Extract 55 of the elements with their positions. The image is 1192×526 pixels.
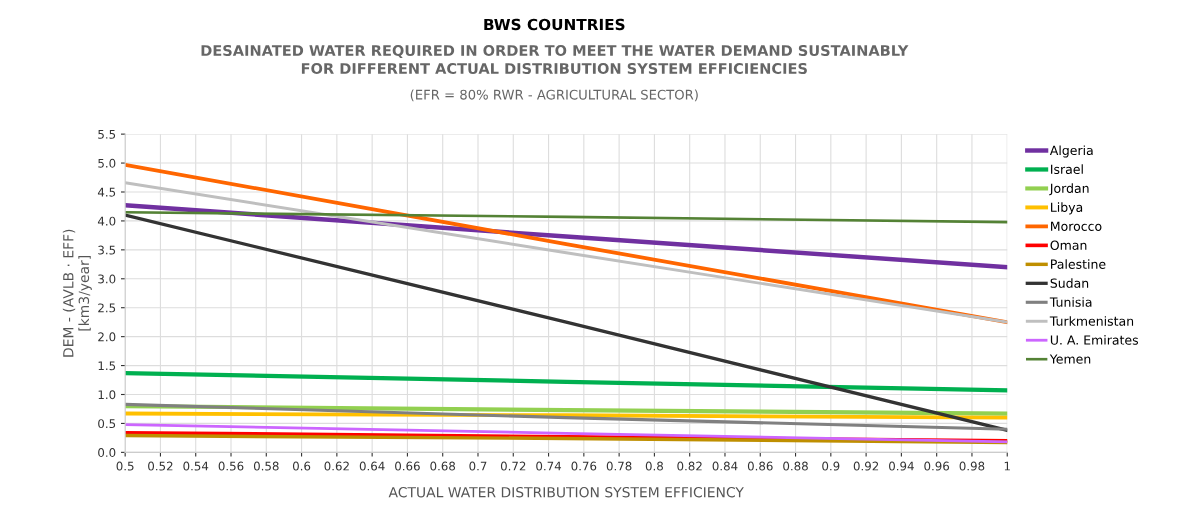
x-tick-label: 0.64: [359, 461, 385, 471]
legend-label: Palestine: [1051, 259, 1106, 269]
x-tick-label: 0.68: [430, 461, 456, 471]
x-tick-label: 0.98: [959, 461, 985, 471]
chart-title: BWS COUNTRIES: [484, 18, 625, 31]
y-tick-label: 2.5: [98, 303, 116, 313]
x-axis-title: ACTUAL WATER DISTRIBUTION SYSTEM EFFICIENCY: [388, 486, 744, 498]
x-tick-label: 0.8: [645, 461, 663, 471]
x-tick-label: 0.76: [571, 461, 597, 471]
x-tick-label: 0.6: [292, 461, 311, 471]
x-tick-label: 0.92: [853, 461, 879, 471]
y-tick-label: 5.5: [98, 130, 116, 139]
text: (EFR = 80% RWR - AGRICULTURAL SECTOR): [410, 89, 698, 102]
y-tick-label: 1.5: [98, 361, 116, 371]
x-tick-label: 1: [1004, 461, 1010, 471]
y-axis-title: DEM - (AVLB · EFF) [km3/year]: [62, 229, 92, 357]
x-tick-label: 0.56: [218, 461, 244, 471]
x-tick-label: 0.88: [783, 461, 808, 471]
y-tick-label: 4.0: [97, 216, 116, 226]
x-tick-label: 0.94: [889, 461, 914, 471]
x-tick-label: 0.86: [747, 461, 773, 471]
x-tick-label: 0.96: [924, 461, 950, 471]
x-tick-label: 0.82: [677, 461, 702, 471]
x-tick-label: 0.9: [822, 461, 840, 471]
legend-label: Oman: [1050, 240, 1087, 250]
chart-subtitle: DESAINATED WATER REQUIRED IN ORDER TO MEET THE WATER DEMAND SUSTAINABLY FOR DIFFERENT ACTUAL DISTRIBUTION SYSTEM EFFICIENCIES: [201, 44, 909, 74]
y-tick-label: 2.0: [98, 332, 116, 342]
legend-label: Tunisia: [1049, 297, 1092, 307]
x-tick-label: 0.5: [116, 461, 134, 471]
legend-label: Libya: [1051, 202, 1083, 215]
legend-label: U. A. Emirates: [1050, 335, 1139, 345]
y-tick-label: 4.5: [97, 187, 116, 197]
legend-label: Turkmenistan: [1049, 316, 1134, 326]
x-tick-label: 0.84: [712, 461, 738, 471]
legend-label: Morocco: [1051, 221, 1102, 231]
x-tick-label: 0.58: [253, 461, 279, 471]
x-tick-label: 0.72: [500, 461, 526, 471]
y-tick-label: 5.0: [98, 158, 116, 168]
y-tick-label: 0.5: [98, 419, 116, 429]
x-tick-label: 0.78: [606, 461, 632, 471]
y-tick-label: 0.0: [98, 448, 116, 458]
x-tick-label: 0.54: [183, 461, 209, 471]
x-tick-label: 0.66: [395, 461, 420, 471]
y-tick-label: 3.5: [98, 245, 116, 255]
x-tick-label: 0.7: [469, 461, 487, 471]
y-tick-label: 1.0: [98, 390, 116, 400]
x-tick-label: 0.74: [536, 461, 562, 471]
legend-label: Sudan: [1050, 278, 1089, 288]
legend-label: Israel: [1051, 164, 1083, 175]
legend-label: Jordan: [1049, 183, 1089, 196]
x-tick-label: 0.52: [148, 461, 173, 471]
legend-label: Algeria: [1049, 145, 1093, 158]
legend-label: Yemen: [1049, 354, 1091, 364]
y-tick-label: 3.0: [98, 274, 116, 284]
x-tick-label: 0.62: [324, 461, 349, 471]
